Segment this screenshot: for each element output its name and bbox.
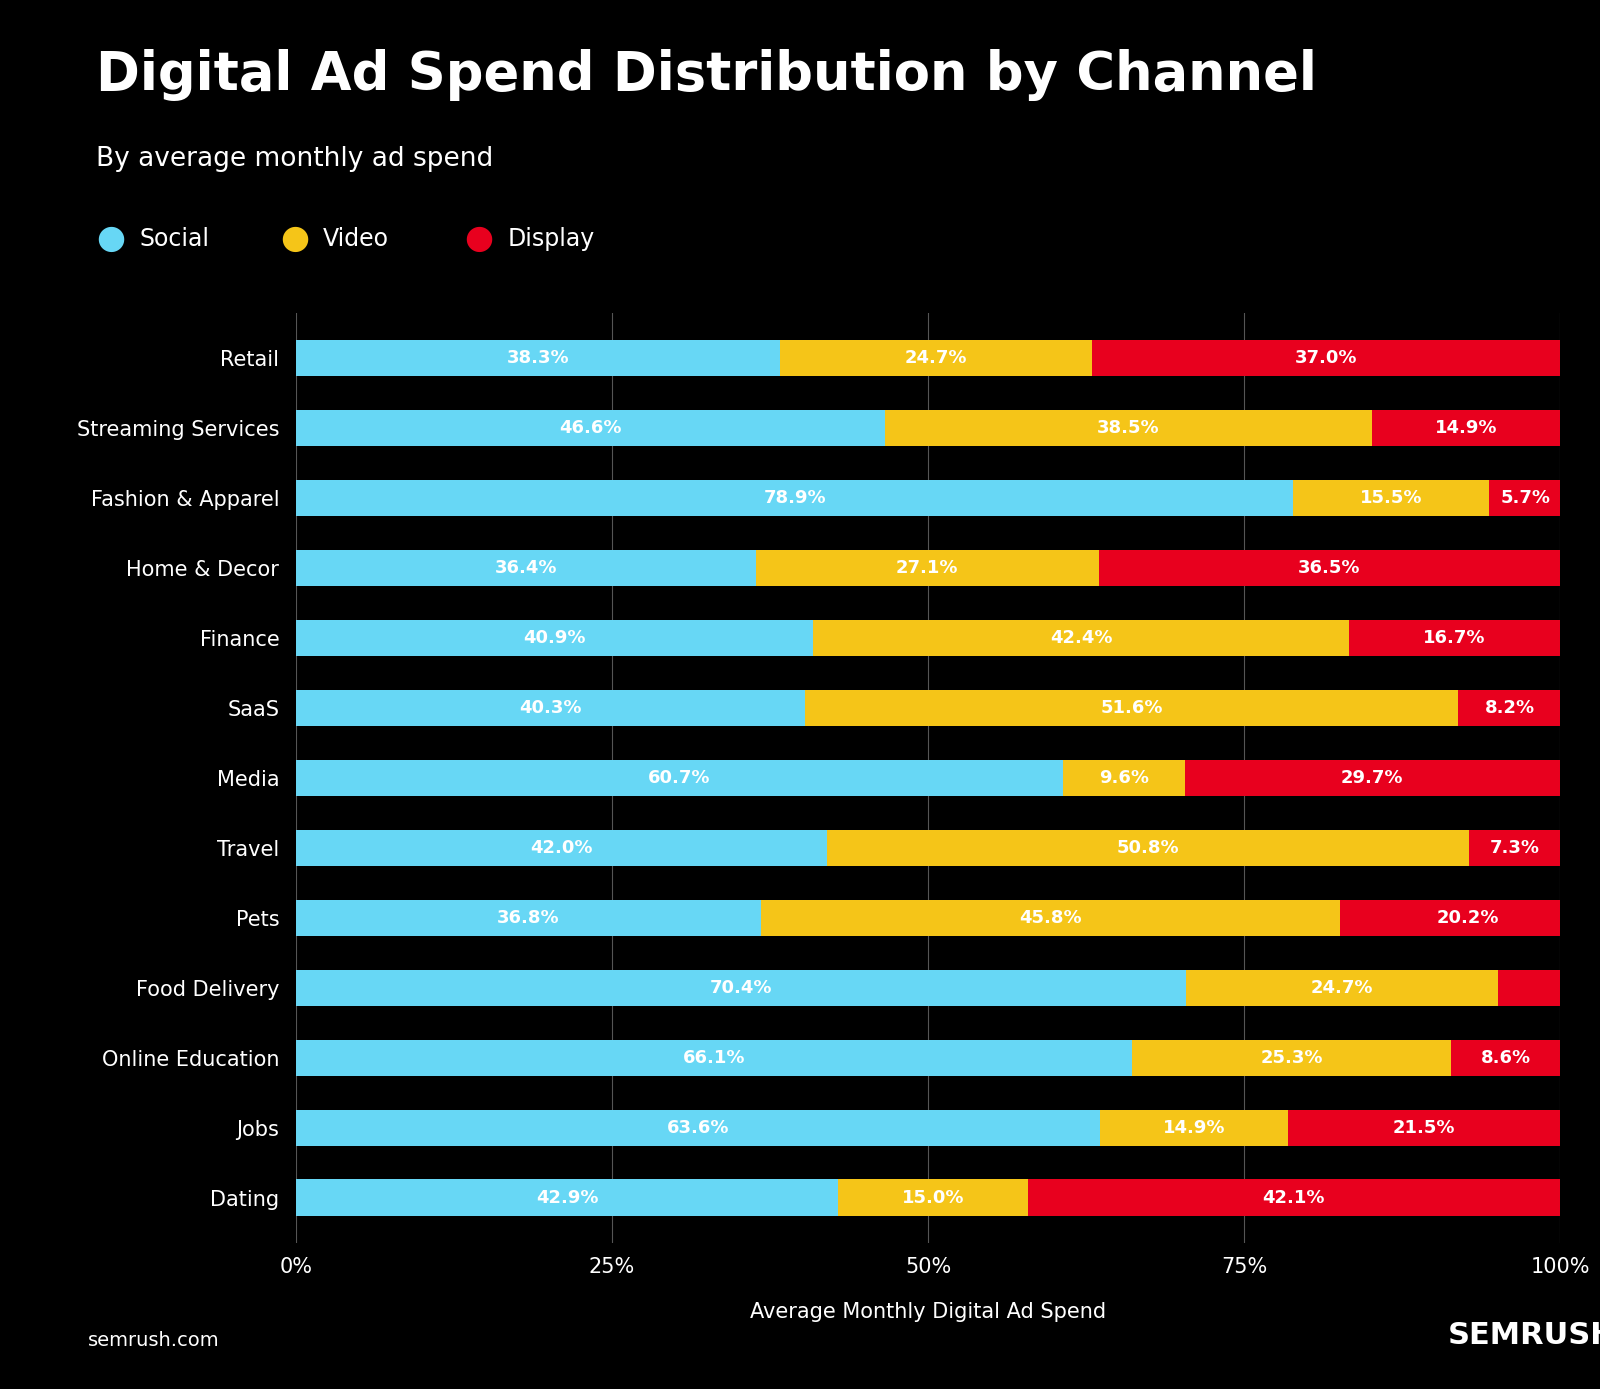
Text: Display: Display	[507, 226, 595, 251]
Bar	[296, 410, 885, 446]
Text: 36.8%: 36.8%	[498, 908, 560, 926]
Bar	[296, 760, 1064, 796]
Text: 38.5%: 38.5%	[1098, 419, 1160, 438]
Bar	[757, 550, 1099, 586]
Text: 25.3%: 25.3%	[1261, 1049, 1323, 1067]
Text: 24.7%: 24.7%	[1310, 979, 1373, 997]
Text: 42.9%: 42.9%	[536, 1189, 598, 1207]
Text: 16.7%: 16.7%	[1424, 629, 1486, 647]
Bar	[296, 829, 827, 865]
Bar	[805, 690, 1458, 726]
Bar	[296, 340, 781, 376]
Text: 15.0%: 15.0%	[902, 1189, 965, 1207]
Bar	[1288, 1110, 1560, 1146]
Text: By average monthly ad spend: By average monthly ad spend	[96, 146, 493, 172]
Text: 70.4%: 70.4%	[710, 979, 773, 997]
Text: 29.7%: 29.7%	[1341, 770, 1403, 786]
Text: 42.0%: 42.0%	[530, 839, 592, 857]
Bar	[1099, 1110, 1288, 1146]
Text: 5.7%: 5.7%	[1501, 489, 1550, 507]
Text: 24.7%: 24.7%	[906, 349, 968, 367]
Text: ●: ●	[464, 222, 493, 256]
Bar	[296, 550, 757, 586]
Text: 15.5%: 15.5%	[1360, 489, 1422, 507]
Text: 14.9%: 14.9%	[1163, 1118, 1226, 1136]
Bar	[1458, 690, 1562, 726]
Text: 8.2%: 8.2%	[1485, 699, 1534, 717]
Bar	[1064, 760, 1184, 796]
Bar	[296, 690, 805, 726]
X-axis label: Average Monthly Digital Ad Spend: Average Monthly Digital Ad Spend	[750, 1301, 1106, 1322]
Text: 38.3%: 38.3%	[507, 349, 570, 367]
Text: 9.6%: 9.6%	[1099, 770, 1149, 786]
Bar	[1469, 829, 1562, 865]
Bar	[1027, 1179, 1560, 1215]
Text: 36.4%: 36.4%	[494, 558, 557, 576]
Bar	[1341, 900, 1595, 936]
Bar	[885, 410, 1371, 446]
Text: 37.0%: 37.0%	[1294, 349, 1357, 367]
Text: 50.8%: 50.8%	[1117, 839, 1179, 857]
Bar	[762, 900, 1341, 936]
Text: 40.3%: 40.3%	[520, 699, 582, 717]
Bar	[1498, 970, 1560, 1006]
Bar	[296, 619, 813, 656]
Text: 45.8%: 45.8%	[1019, 908, 1082, 926]
Bar	[1349, 619, 1560, 656]
Text: 60.7%: 60.7%	[648, 770, 710, 786]
Text: SEMRUSH: SEMRUSH	[1448, 1321, 1600, 1350]
Bar	[813, 619, 1349, 656]
Text: 46.6%: 46.6%	[560, 419, 622, 438]
Bar	[1293, 479, 1490, 517]
Text: 8.6%: 8.6%	[1480, 1049, 1531, 1067]
Bar	[1131, 1039, 1451, 1076]
Bar	[296, 1110, 1099, 1146]
Text: 14.9%: 14.9%	[1435, 419, 1498, 438]
Text: 7.3%: 7.3%	[1490, 839, 1541, 857]
Text: 51.6%: 51.6%	[1101, 699, 1163, 717]
Bar	[1371, 410, 1560, 446]
Bar	[1490, 479, 1562, 517]
Text: ●: ●	[96, 222, 125, 256]
Bar	[296, 1039, 1131, 1076]
Text: 36.5%: 36.5%	[1298, 558, 1360, 576]
Bar	[296, 479, 1293, 517]
Bar	[827, 829, 1469, 865]
Text: 40.9%: 40.9%	[523, 629, 586, 647]
Bar	[296, 970, 1186, 1006]
Text: 20.2%: 20.2%	[1437, 908, 1499, 926]
Bar	[781, 340, 1093, 376]
Text: Video: Video	[323, 226, 389, 251]
Text: 21.5%: 21.5%	[1394, 1118, 1456, 1136]
Text: ●: ●	[280, 222, 309, 256]
Bar	[1184, 760, 1560, 796]
Text: 78.9%: 78.9%	[763, 489, 826, 507]
Text: 27.1%: 27.1%	[896, 558, 958, 576]
Text: 66.1%: 66.1%	[683, 1049, 746, 1067]
Text: semrush.com: semrush.com	[88, 1331, 219, 1350]
Text: 🔶: 🔶	[1408, 1322, 1424, 1350]
Bar	[1186, 970, 1498, 1006]
Bar	[1451, 1039, 1560, 1076]
Text: Digital Ad Spend Distribution by Channel: Digital Ad Spend Distribution by Channel	[96, 49, 1317, 100]
Text: Social: Social	[139, 226, 210, 251]
Text: 63.6%: 63.6%	[667, 1118, 730, 1136]
Text: 42.4%: 42.4%	[1050, 629, 1112, 647]
Text: 42.1%: 42.1%	[1262, 1189, 1325, 1207]
Bar	[838, 1179, 1027, 1215]
Bar	[1093, 340, 1560, 376]
Bar	[296, 900, 762, 936]
Bar	[1099, 550, 1560, 586]
Bar	[296, 1179, 838, 1215]
